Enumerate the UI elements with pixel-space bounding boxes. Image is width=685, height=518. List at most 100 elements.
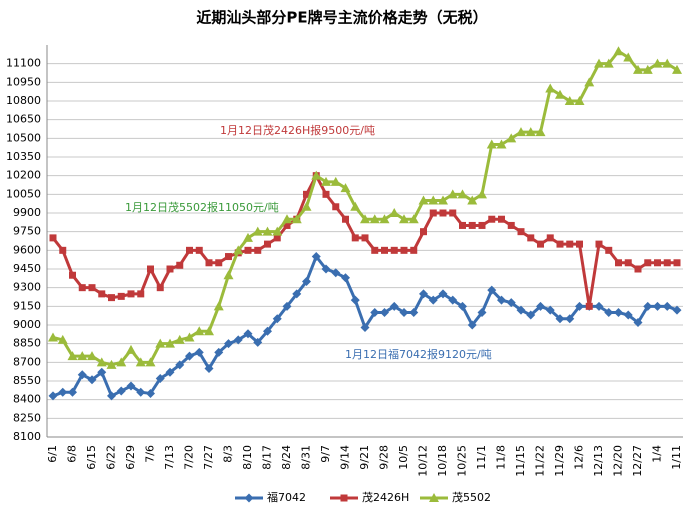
y-tick-label: 9600: [13, 243, 41, 256]
marker: [438, 195, 448, 205]
x-tick-label: 8/31: [300, 445, 313, 470]
marker: [77, 351, 88, 361]
marker: [107, 391, 116, 401]
marker: [624, 259, 632, 267]
marker: [633, 64, 643, 74]
marker: [126, 381, 136, 391]
y-tick-label: 10350: [6, 150, 41, 163]
marker: [194, 347, 204, 357]
y-tick-label: 9150: [13, 299, 41, 312]
marker: [517, 228, 525, 236]
marker: [662, 301, 672, 311]
marker: [633, 318, 643, 328]
marker: [302, 276, 311, 286]
x-tick-label: 8/17: [261, 445, 274, 470]
marker: [506, 133, 517, 143]
legend-label: 茂5502: [452, 490, 491, 504]
y-tick-label: 9000: [13, 318, 41, 331]
marker: [175, 360, 185, 370]
x-tick-label: 8/3: [222, 445, 235, 463]
y-tick-label: 10200: [6, 169, 41, 182]
x-tick-label: 12/6: [573, 445, 586, 470]
marker: [233, 245, 244, 255]
marker: [186, 246, 193, 254]
x-tick-label: 9/14: [339, 445, 352, 470]
marker: [214, 347, 224, 357]
y-tick-label: 8700: [13, 355, 41, 368]
annotation: 1月12日茂5502报11050元/吨: [125, 200, 279, 214]
y-tick-label: 11100: [6, 57, 41, 70]
marker: [243, 329, 253, 339]
x-tick-label: 7/27: [202, 445, 215, 470]
marker: [409, 308, 419, 318]
marker: [321, 176, 331, 186]
marker: [303, 190, 310, 198]
marker: [156, 284, 164, 292]
x-tick-label: 9/21: [358, 445, 371, 470]
marker: [584, 77, 595, 87]
marker: [204, 326, 214, 336]
marker: [457, 189, 468, 199]
marker: [77, 370, 87, 380]
marker: [322, 190, 330, 198]
marker: [213, 301, 224, 311]
marker: [174, 334, 185, 344]
marker: [389, 208, 400, 217]
x-tick-label: 7/20: [183, 445, 196, 470]
x-tick-label: 10/5: [397, 445, 410, 470]
marker: [536, 301, 545, 311]
marker: [400, 246, 408, 254]
marker: [672, 64, 682, 74]
marker: [448, 295, 458, 305]
annotation: 1月12日福7042报9120元/吨: [345, 347, 492, 361]
marker: [642, 64, 653, 74]
marker: [106, 359, 117, 369]
marker: [165, 367, 175, 377]
marker: [223, 270, 234, 280]
x-tick-label: 11/1: [475, 445, 488, 470]
marker: [108, 294, 115, 302]
marker: [380, 308, 389, 318]
marker: [126, 344, 136, 354]
marker: [291, 214, 302, 224]
marker: [564, 96, 575, 105]
marker: [605, 246, 613, 254]
marker: [399, 214, 409, 224]
marker: [429, 493, 439, 502]
marker: [604, 308, 614, 318]
marker: [516, 305, 526, 315]
marker: [165, 338, 175, 348]
x-tick-label: 9/28: [378, 445, 391, 470]
marker: [342, 215, 349, 223]
marker: [653, 301, 662, 311]
marker: [67, 351, 78, 361]
marker: [371, 246, 379, 254]
marker: [215, 259, 223, 267]
marker: [576, 240, 583, 248]
marker: [369, 214, 380, 224]
marker: [644, 259, 652, 267]
marker: [623, 52, 634, 62]
x-tick-label: 6/1: [46, 445, 59, 463]
y-tick-label: 8250: [13, 411, 41, 424]
marker: [340, 183, 351, 193]
marker: [663, 259, 671, 267]
marker: [526, 310, 536, 320]
x-tick-label: 8/10: [241, 445, 254, 470]
x-tick-label: 6/15: [85, 445, 98, 470]
marker: [87, 375, 97, 385]
marker: [350, 201, 361, 211]
marker: [488, 215, 496, 223]
x-tick-label: 8/24: [280, 445, 293, 470]
marker: [292, 289, 302, 299]
marker: [634, 265, 642, 273]
marker: [262, 226, 273, 236]
marker: [244, 493, 254, 503]
marker: [272, 226, 283, 236]
marker: [351, 234, 359, 242]
y-tick-label: 10050: [6, 187, 41, 200]
marker: [116, 386, 126, 396]
marker: [49, 234, 57, 242]
annotation: 1月12日茂2426H报9500元/吨: [220, 123, 375, 137]
